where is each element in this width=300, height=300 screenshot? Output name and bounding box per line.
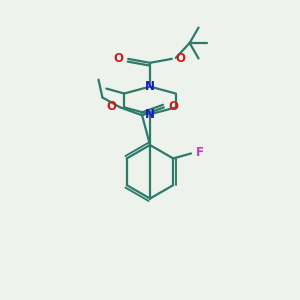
Text: O: O	[106, 100, 116, 113]
Text: O: O	[113, 52, 123, 65]
Text: O: O	[169, 100, 179, 113]
Text: O: O	[176, 52, 186, 65]
Text: N: N	[145, 80, 155, 93]
Text: N: N	[145, 108, 155, 121]
Text: F: F	[196, 146, 204, 159]
